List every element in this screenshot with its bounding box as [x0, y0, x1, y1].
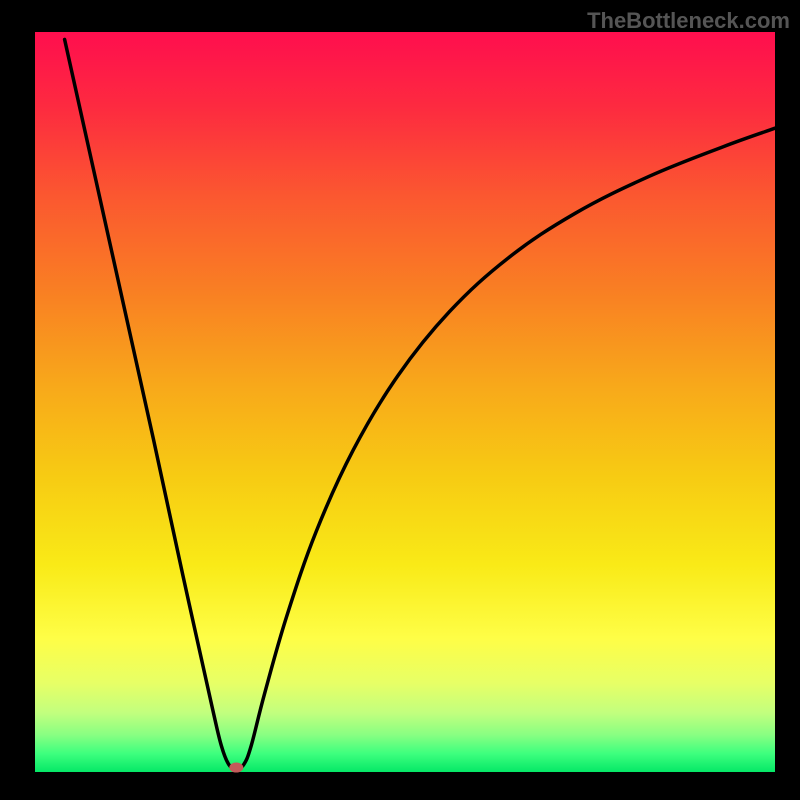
chart-container: { "branding": { "text": "TheBottleneck.c… — [0, 0, 800, 800]
chart-svg — [0, 0, 800, 800]
minimum-marker — [229, 763, 243, 773]
